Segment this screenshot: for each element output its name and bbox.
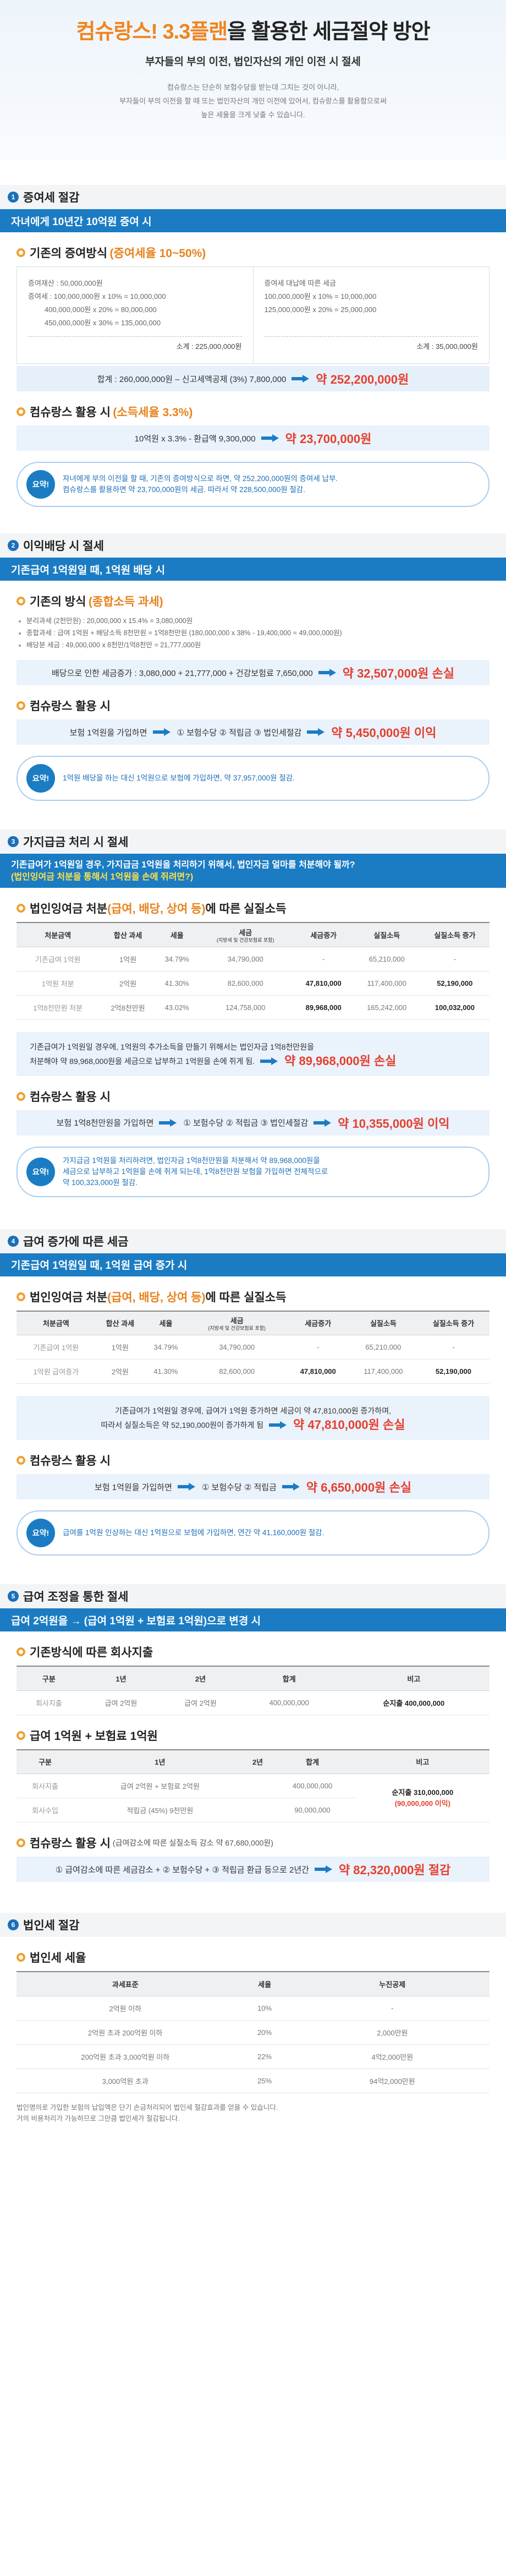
gift-tax-calc-box: 증여재산 : 50,000,000원 증여세 : 100,000,000원 x 1…	[16, 266, 490, 364]
salary-summary-box: 기존급여가 1억원일 경우에, 급여가 1억원 증가하면 세금이 약 47,81…	[16, 1396, 490, 1440]
comsurance-flow: 보험 1억원을 가입하면 ① 보험수당 ② 적립금 ③ 법인세절감 약 5,450,…	[16, 719, 490, 745]
arrow-right-icon	[177, 1483, 196, 1491]
hero-banner: 컴슈랑스! 3.3플랜을 활용한 세금절약 방안 부자들의 부의 이전, 법인자…	[0, 0, 506, 160]
section-dividend: 2 이익배당 시 절세 기존급여 1억원일 때, 1억원 배당 시 기존의 방식 …	[0, 533, 506, 801]
table-row: 1억8천만원 처분 2억8천만원 43.02% 124,758,000 89,968,0…	[16, 995, 490, 1020]
comsurance-calc: 10억원 x 3.3% - 환급액 9,300,000 약 23,700,000원	[16, 425, 490, 451]
arrow-right-icon	[314, 1118, 332, 1127]
company-expense-table: 구분 1년 2년 합계 비고 회사지출 급여 2억원 급여 2억원 400,000,000 순지…	[16, 1666, 490, 1715]
bullet-icon	[16, 248, 25, 257]
comsurance-flow: ① 급여감소에 따른 세금감소 + ② 보험수당 + ③ 적립금 환급 등으로 …	[16, 1857, 490, 1882]
bullet-icon	[16, 1091, 25, 1101]
arrow-right-icon	[159, 1118, 178, 1127]
section-title: 증여세 절감	[23, 192, 80, 204]
table-row: 1억원 처분 2억원 41.30% 82,600,000 47,810,000 117,4…	[16, 971, 490, 996]
section-number: 1	[8, 192, 19, 203]
section-corporate-tax: 6 법인세 절감 법인세 세율 과세표준 세율 누진공제 2억원 이하 10% - 2억원…	[0, 1913, 506, 2124]
summary-badge: 요약!	[26, 470, 55, 499]
table-row: 회사지출 급여 2억원 급여 2억원 400,000,000 순지출 400,000,0…	[16, 1690, 490, 1715]
dividend-loss: 배당으로 인한 세금증가 : 3,080,000 + 21,777,000 + …	[16, 660, 490, 685]
corporate-tax-table: 과세표준 세율 누진공제 2억원 이하 10% - 2억원 초과 200억원 이하 20%…	[16, 1971, 490, 2093]
arrow-right-icon	[260, 1057, 279, 1065]
bullet-icon	[16, 904, 25, 913]
table-row: 3,000억원 초과 25% 94억2,000만원	[16, 2069, 490, 2093]
arrow-right-icon	[307, 728, 326, 736]
section-band: 자녀에게 10년간 10억원 증여 시	[0, 209, 506, 232]
arrow-right-icon	[261, 434, 280, 442]
section-band: 급여 2억원을 → (급여 1억원 + 보험료 1억원)으로 변경 시	[0, 1608, 506, 1631]
bullet-icon	[16, 701, 25, 710]
table-row: 회사지출 급여 2억원 + 보험료 2억원 400,000,000 순지출 310,0…	[16, 1773, 490, 1822]
hero-subtitle: 부자들의 부의 이전, 법인자산의 개인 이전 시 절세	[145, 56, 361, 68]
loan-summary-box: 기존급여가 1억원일 경우에, 1억원의 추가소득을 만들기 위해서는 법인자금…	[16, 1032, 490, 1076]
adjusted-expense-table: 구분 1년 2년 합계 비고 회사지출 급여 2억원 + 보험료 2억원 400,000,0…	[16, 1749, 490, 1822]
table-row: 1억원 급여증가 2억원 41.30% 82,600,000 47,810,000 117…	[16, 1359, 490, 1384]
section-salary-adjust: 5 급여 조정을 통한 절세 급여 2억원을 → (급여 1억원 + 보험료 1억…	[0, 1584, 506, 1882]
section-band: 기존급여 1억원일 때, 1억원 급여 증가 시	[0, 1253, 506, 1276]
section-salary: 4 급여 증가에 따른 세금 기존급여 1억원일 때, 1억원 급여 증가 시 법…	[0, 1229, 506, 1556]
corporate-tax-footnote: 법인명의로 가입한 보험의 납입액은 단기 손금처리되어 법인세 절감효과를 얻…	[16, 2103, 278, 2122]
arrow-right-icon	[292, 375, 310, 383]
arrow-right-icon	[314, 1865, 333, 1873]
loan-income-table: 처분금액 합산 과세 세율 세금 (지방세 및 건강보험료 포함) 세금증가 실질소득 실질소…	[16, 922, 490, 1020]
bullet-icon	[16, 1647, 25, 1656]
bullet-icon	[16, 597, 25, 605]
bullet-icon	[16, 1731, 25, 1740]
table-row: 기존급여 1억원 1억원 34.79% 34,790,000-65,210,000-	[16, 1335, 490, 1360]
summary-note: 요약! 가지급금 1억원을 처리하려면, 법인자금 1억8천만원을 처분해서 약 …	[16, 1146, 490, 1197]
table-row: 2억원 이하 10% -	[16, 1996, 490, 2021]
arrow-right-icon	[318, 669, 337, 676]
table-row: 2억원 초과 200억원 이하 20% 2,000만원	[16, 2020, 490, 2045]
bullet-icon	[16, 407, 25, 416]
bullet-icon	[16, 1838, 25, 1847]
hero-description: 컴슈랑스는 단순히 보험수당을 받는데 그치는 것이 아니라, 부자들이 부의 이…	[119, 83, 387, 119]
bullet-icon	[16, 1292, 25, 1301]
hero-title: 컴슈랑스! 3.3플랜을 활용한 세금절약 방안	[76, 20, 430, 43]
table-row: 회사수입 적립금 (45%) 9천만원 90,000,000	[16, 1798, 490, 1822]
gift-tax-total: 합계 : 260,000,000원 – 신고세액공제 (3%) 7,800,00…	[16, 366, 490, 391]
table-row: 200억원 초과 3,000억원 이하 22% 4억2,000만원	[16, 2044, 490, 2069]
comsurance-flow: 보험 1억원을 가입하면 ① 보험수당 ② 적립금 약 6,650,000원 손실	[16, 1474, 490, 1499]
bullet-icon	[16, 1456, 25, 1465]
section-band: 기존급여 1억원일 때, 1억원 배당 시	[0, 558, 506, 581]
section-loan: 3 가지급금 처리 시 절세 기존급여가 1억원일 경우, 가지급금 1억원을 처…	[0, 829, 506, 1197]
arrow-right-icon	[152, 728, 172, 736]
section-gift-tax: 1 증여세 절감 자녀에게 10년간 10억원 증여 시 기존의 증여방식 (증여…	[0, 185, 506, 507]
salary-income-table: 처분금액 합산 과세 세율 세금 (지방세 및 건강보험료 포함) 세금증가 실질소득 실질소…	[16, 1310, 490, 1384]
summary-note: 요약! 급여를 1억원 인상하는 대신 1억원으로 보험에 가입하면, 연간 약 …	[16, 1510, 490, 1556]
comsurance-flow: 보험 1억8천만원을 가입하면 ① 보험수당 ② 적립금 ③ 법인세절감 약 10,…	[16, 1110, 490, 1136]
summary-note: 요약! 1억원 배당을 하는 대신 1억원으로 보험에 가입하면, 약 37,95…	[16, 756, 490, 801]
arrow-right-icon	[269, 1421, 288, 1429]
bullet-icon	[16, 1953, 25, 1962]
table-row: 기존급여 1억원 1억원 34.79% 34,790,000-65,210,000-	[16, 947, 490, 972]
arrow-right-icon	[282, 1483, 301, 1491]
summary-note: 요약! 자녀에게 부의 이전을 할 때, 기존의 증여방식으로 하면, 약 252…	[16, 462, 490, 507]
dividend-tax-list: 분리과세 (2천만원) : 20,000,000 x 15.4% = 3,080…	[16, 615, 490, 651]
section-band: 기존급여가 1억원일 경우, 가지급금 1억원을 처리하기 위해서, 법인자금 …	[0, 854, 506, 888]
